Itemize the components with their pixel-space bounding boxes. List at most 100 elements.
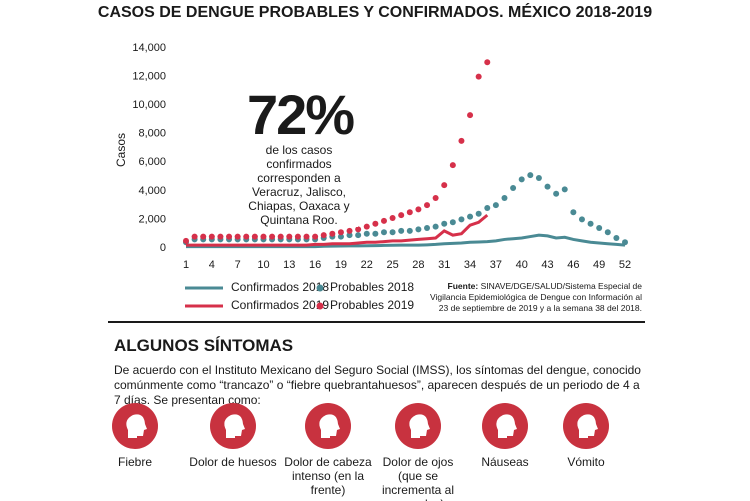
data-point: [406, 209, 413, 216]
data-point: [380, 229, 387, 236]
x-tick-label: 46: [567, 259, 579, 271]
legend-swatch: [316, 302, 324, 310]
x-tick-label: 43: [541, 259, 553, 271]
x-tick-label: 37: [490, 259, 502, 271]
icon-glyph: [126, 414, 147, 438]
legend-label: Confirmados 2019: [231, 298, 329, 312]
data-point: [303, 233, 310, 240]
data-point: [415, 206, 422, 213]
data-point: [320, 232, 327, 239]
section-heading: ALGUNOS SÍNTOMAS: [114, 336, 294, 355]
legend-label: Probables 2019: [330, 298, 414, 312]
data-point: [441, 182, 448, 189]
data-point: [587, 220, 594, 227]
icon-glyph: [319, 414, 340, 438]
data-point: [346, 227, 353, 234]
data-point: [432, 223, 439, 230]
data-point: [217, 233, 224, 240]
source: Fuente: SINAVE/DGE/SALUD/Sistema Especia…: [420, 281, 642, 314]
data-point: [200, 233, 207, 240]
symptom-icon: [305, 403, 351, 449]
x-tick-label: 22: [361, 259, 373, 271]
source-text: SINAVE/DGE/SALUD/Sistema Especial de Vig…: [429, 281, 642, 313]
data-point: [458, 216, 465, 223]
data-point: [424, 225, 431, 231]
symptom-label: Dolor de cabeza intenso (en la frente): [284, 455, 372, 497]
data-point: [578, 216, 585, 223]
data-point: [424, 202, 431, 209]
data-point: [501, 195, 508, 201]
data-point: [596, 225, 603, 231]
x-tick-label: 28: [412, 259, 424, 271]
data-point: [337, 229, 344, 236]
legend-swatch: [316, 284, 324, 292]
y-tick-label: 12,000: [132, 70, 166, 82]
data-point: [441, 220, 448, 227]
data-point: [363, 223, 370, 230]
y-tick-label: 6,000: [138, 156, 166, 168]
data-point: [234, 233, 241, 240]
data-point: [389, 229, 396, 236]
symptom-icon: [112, 403, 158, 449]
data-point: [432, 195, 439, 201]
data-point: [226, 233, 233, 240]
data-point: [191, 233, 198, 240]
data-point: [475, 210, 482, 217]
x-tick-label: 49: [593, 259, 605, 271]
data-point: [389, 215, 396, 221]
annotation-value: 72%: [246, 83, 355, 146]
x-tick-label: 10: [257, 259, 269, 271]
data-point: [467, 213, 474, 220]
x-tick-label: 7: [235, 259, 241, 271]
symptom-icon: [395, 403, 441, 449]
x-tick-label: 40: [516, 259, 528, 271]
icon-glyph: [577, 414, 598, 438]
data-point: [406, 227, 413, 234]
x-tick-label: 4: [209, 259, 215, 271]
icon-glyph: [224, 414, 245, 438]
data-point: [561, 186, 568, 193]
data-point: [622, 239, 628, 246]
x-tick-label: 25: [386, 259, 398, 271]
data-point: [355, 232, 362, 239]
section-intro: De acuerdo con el Instituto Mexicano del…: [114, 363, 641, 407]
data-point: [337, 233, 344, 240]
data-point: [613, 235, 620, 241]
x-tick-label: 34: [464, 259, 476, 271]
data-point: [458, 137, 465, 144]
x-tick-label: 16: [309, 259, 321, 271]
data-point: [329, 230, 336, 237]
data-point: [355, 226, 362, 233]
x-tick-label: 13: [283, 259, 295, 271]
data-point: [570, 209, 577, 216]
data-point: [449, 219, 456, 226]
data-point: [398, 227, 405, 234]
data-point: [535, 175, 542, 181]
data-point: [544, 183, 551, 190]
icon-glyph: [496, 414, 517, 438]
data-point: [243, 233, 250, 240]
symptom-label: Vómito: [567, 455, 605, 469]
data-point: [475, 73, 482, 80]
annotation-text: de los casos confirmados corresponden a …: [240, 143, 358, 227]
y-axis-label: Casos: [114, 133, 128, 167]
symptom-icon: [563, 403, 609, 449]
data-point: [183, 237, 189, 244]
data-point: [510, 185, 517, 191]
data-point: [553, 190, 560, 197]
data-point: [492, 202, 499, 209]
y-tick-label: 2,000: [138, 213, 166, 225]
x-tick-label: 52: [619, 259, 631, 271]
data-point: [380, 217, 387, 224]
data-point: [398, 212, 405, 219]
x-tick-label: 1: [183, 259, 189, 271]
y-tick-label: 0: [160, 242, 166, 254]
data-point: [251, 233, 258, 240]
data-point: [449, 162, 456, 169]
data-point: [372, 220, 379, 227]
data-point: [260, 233, 267, 240]
data-point: [346, 232, 353, 239]
data-point: [467, 112, 474, 119]
y-tick-label: 10,000: [132, 99, 166, 111]
data-point: [286, 233, 293, 240]
